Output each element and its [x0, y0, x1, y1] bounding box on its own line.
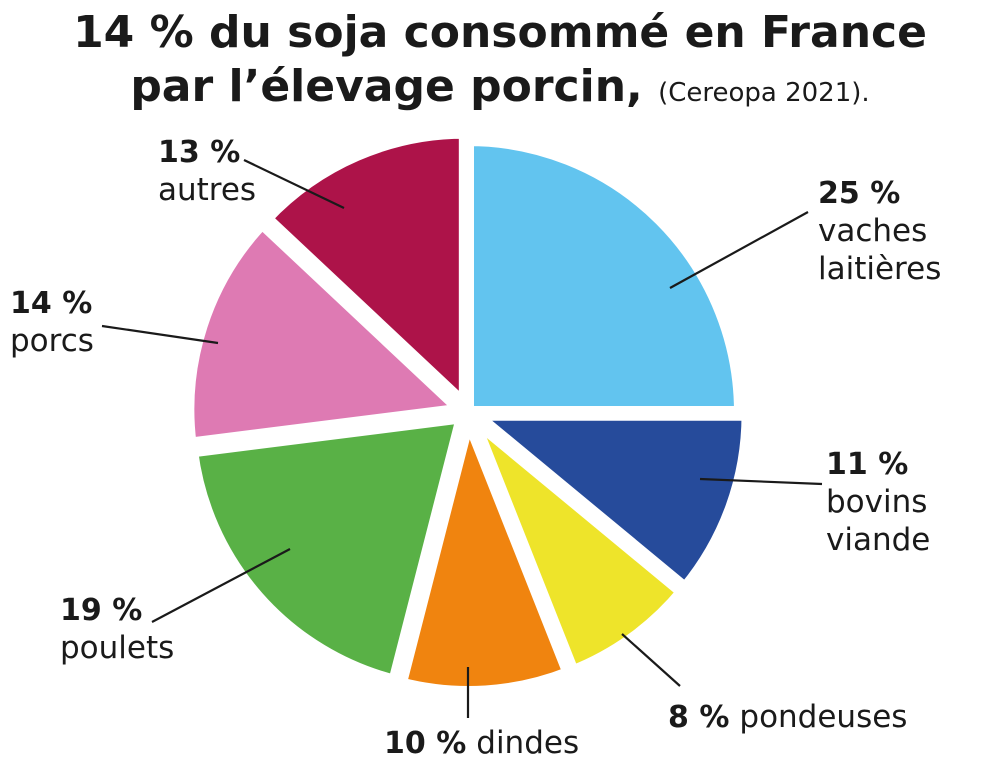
slice-percent: 8 %	[668, 700, 729, 735]
leader-line-vaches-laitières	[669, 211, 809, 289]
slice-name: bovins	[826, 484, 927, 520]
slice-name: laitières	[818, 251, 941, 287]
slice-label-porcs: 14 %porcs	[10, 286, 94, 359]
slice-percent: 25 %	[818, 176, 900, 211]
slice-name: vaches	[818, 213, 927, 249]
leader-line-bovins-viande	[699, 477, 823, 486]
slice-label-pondeuses: 8 % pondeuses	[668, 699, 907, 735]
pie-slice-poulets	[185, 410, 471, 689]
slice-percent: 19 %	[60, 593, 142, 628]
pie-slice-porcs	[182, 214, 474, 451]
leader-line-autres	[243, 159, 345, 209]
pie-slice-dindes	[393, 400, 577, 698]
pie-slice-vaches-laitières	[462, 133, 747, 418]
leader-line-pondeuses	[621, 633, 681, 687]
slice-name: poulets	[60, 630, 174, 666]
slice-label-text: 10 % dindes	[384, 725, 579, 761]
slice-label-autres: 13 %autres	[158, 135, 256, 208]
slice-name: porcs	[10, 323, 94, 359]
chart-title-line2: par l’élevage porcin, (Cereopa 2021).	[0, 62, 1000, 118]
pie-slice-autres	[258, 126, 471, 419]
slice-label-text: 8 % pondeuses	[668, 699, 907, 735]
slice-percent: 14 %	[10, 286, 92, 321]
chart-title-line1: 14 % du soja consommé en France	[73, 7, 927, 58]
slice-percent: 10 %	[384, 726, 466, 761]
slice-name: pondeuses	[739, 699, 907, 735]
slice-label-dindes: 10 % dindes	[384, 725, 579, 761]
slice-percent: 11 %	[826, 447, 908, 482]
slice-percent: 13 %	[158, 135, 240, 170]
slice-name: dindes	[476, 725, 579, 761]
chart-title-main: par l’élevage porcin,	[130, 61, 643, 112]
slice-label-poulets: 19 %poulets	[60, 593, 174, 666]
pie-slice-bovins-viande	[458, 408, 754, 597]
pie-slice-pondeuses	[467, 413, 691, 680]
chart-source: (Cereopa 2021).	[658, 78, 870, 108]
leader-line-poulets	[151, 548, 291, 623]
slice-name: viande	[826, 522, 930, 558]
slice-name: autres	[158, 172, 256, 208]
leader-line-porcs	[101, 324, 219, 345]
